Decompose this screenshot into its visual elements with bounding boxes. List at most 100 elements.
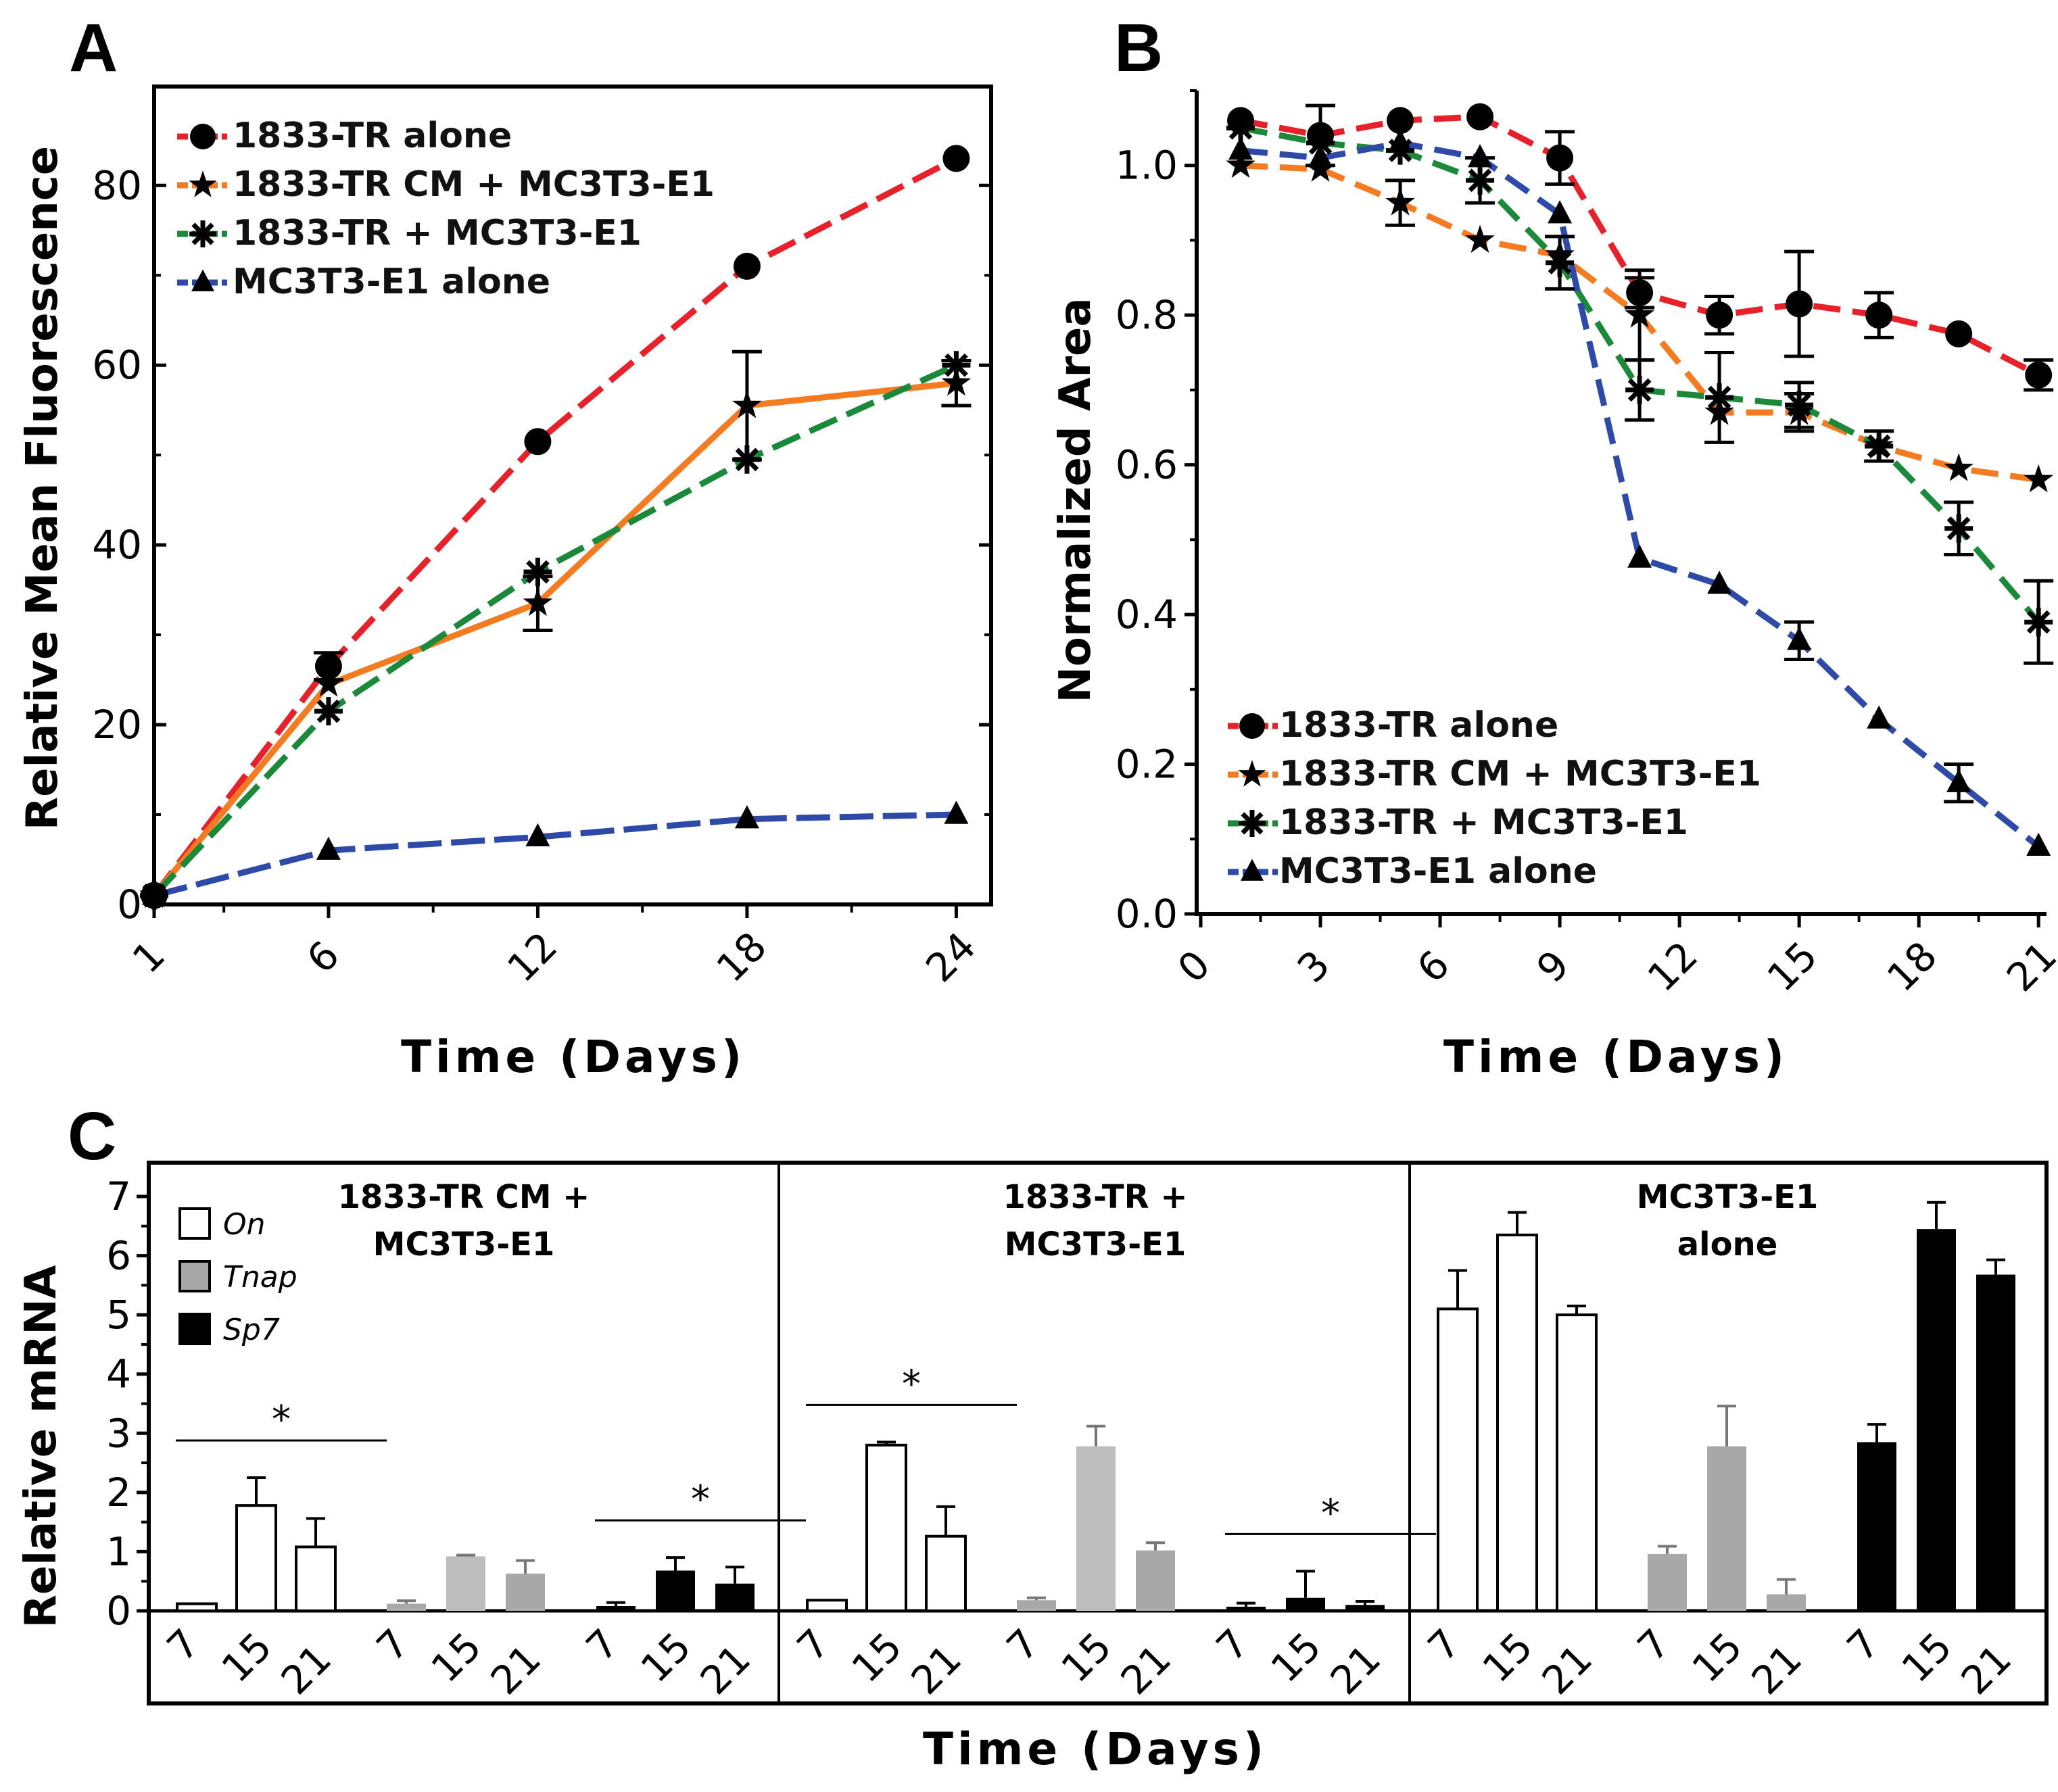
day-label: 21 [1112, 1636, 1180, 1703]
legend-swatch [178, 1260, 211, 1292]
legend-marker [1241, 858, 1264, 881]
error-bar [1658, 1545, 1677, 1554]
data-point [1466, 103, 1494, 130]
data-point [523, 587, 553, 616]
data-point [2024, 464, 2054, 493]
day-label: 7 [1629, 1620, 1679, 1670]
y-tick-label: 80 [92, 162, 142, 208]
error-bar [1448, 1269, 1467, 1309]
day-label: 15 [632, 1624, 700, 1691]
x-tick-label: 3 [1289, 942, 1339, 992]
data-point [1625, 299, 1654, 328]
bar [1496, 1233, 1538, 1612]
bar [656, 1570, 695, 1611]
x-tick-label: 12 [498, 923, 566, 991]
panel-a-frame [152, 84, 993, 906]
data-point [1705, 383, 1734, 412]
y-tick-label: 6 [106, 1233, 131, 1279]
day-label: 7 [577, 1620, 627, 1670]
x-tick-label: 0 [1169, 942, 1219, 992]
data-point [942, 145, 970, 172]
panel-a-y-axis-title: Relative Mean Fluorescence [18, 146, 68, 830]
panel-letter-c: C [68, 1098, 116, 1174]
y-tick-label: 0.6 [1116, 442, 1178, 488]
bar [446, 1556, 485, 1611]
legend-swatch [178, 1207, 211, 1240]
data-point [732, 445, 761, 474]
day-label: 21 [903, 1636, 970, 1703]
y-tick-label: 0.8 [1116, 292, 1178, 338]
legend-marker [1239, 713, 1265, 739]
y-tick-label: 1.0 [1116, 143, 1178, 189]
x-tick-label: 18 [1878, 933, 1946, 1000]
significance-star: * [902, 1362, 921, 1406]
legend-marker [189, 170, 217, 197]
bar [1767, 1594, 1806, 1611]
day-label: 7 [1207, 1620, 1258, 1670]
data-point [1388, 128, 1413, 153]
data-point [1385, 187, 1415, 216]
day-label: 21 [482, 1636, 550, 1703]
bar [1345, 1605, 1385, 1611]
panel-b-chart: 0.0 0.2 0.4 0.6 0.8 1.0 0 3 6 9 12 15 18 21 1833-TR a… [1051, 89, 2058, 1083]
error-bar [606, 1601, 625, 1606]
data-point [1466, 166, 1495, 195]
y-tick-label: 0.0 [1116, 891, 1178, 937]
day-label: 7 [1419, 1620, 1469, 1670]
legend-swatch [178, 1313, 211, 1345]
legend-marker [1239, 810, 1266, 837]
day-label: 21 [272, 1636, 340, 1703]
error-bar [1867, 1423, 1886, 1443]
error-bar [936, 1505, 955, 1536]
data-point [314, 652, 342, 680]
error-bar [306, 1517, 325, 1547]
data-point [1387, 107, 1414, 135]
day-label: 7 [788, 1620, 838, 1670]
day-label: 15 [1262, 1624, 1330, 1691]
legend-label: Tnap [223, 1260, 297, 1294]
bar [925, 1534, 967, 1612]
day-label: 15 [843, 1624, 911, 1691]
day-label: 15 [423, 1624, 490, 1691]
bar [1076, 1446, 1116, 1611]
legend-label: MC3T3-E1 alone [233, 262, 550, 302]
group-title: alone [1677, 1226, 1778, 1263]
data-point [733, 252, 761, 280]
day-label: 15 [1474, 1624, 1541, 1691]
x-tick-label: 21 [1998, 933, 2058, 1000]
bar [1226, 1606, 1266, 1611]
panel-b-legend: 1833-TR alone 1833-TR CM + MC3T3-E1 1833-T… [1228, 705, 1761, 892]
panel-b-x-axis-title: Time (Days) [1443, 1031, 1788, 1083]
group-title: 1833-TR + [1003, 1178, 1187, 1216]
data-point [942, 351, 971, 380]
data-point [1707, 571, 1732, 594]
panel-letter-a: A [69, 10, 118, 86]
error-bar [456, 1553, 475, 1557]
data-point [1465, 224, 1495, 253]
panel-c-legend: On Tnap Sp7 [178, 1207, 297, 1347]
panel-b-y-axis-title: Normalized Area [1051, 297, 1101, 702]
x-tick-label: 15 [1758, 933, 1826, 1000]
series-line-4 [153, 811, 957, 899]
data-point [1944, 453, 1974, 481]
error-bar [1777, 1578, 1796, 1595]
bar [387, 1603, 426, 1611]
legend-label: On [223, 1207, 266, 1242]
group-title: 1833-TR CM + [338, 1178, 590, 1216]
data-point [1944, 514, 1973, 543]
bar [1857, 1442, 1896, 1611]
data-point [524, 428, 552, 456]
data-point [316, 836, 341, 860]
error-bar [1296, 1570, 1315, 1598]
data-point [1306, 128, 1335, 158]
y-tick-label: 0.2 [1116, 742, 1178, 788]
error-bar [1567, 1305, 1586, 1315]
x-tick-label: 24 [917, 923, 984, 991]
panel-a-series [139, 145, 972, 910]
x-tick-label: 6 [298, 932, 348, 982]
significance-star: * [691, 1478, 710, 1522]
day-label: 21 [1533, 1636, 1601, 1703]
data-point [314, 697, 343, 726]
